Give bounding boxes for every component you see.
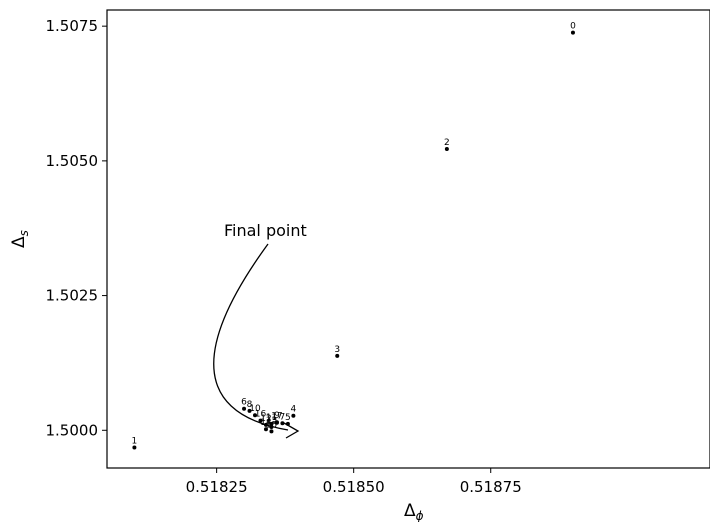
data-point-label: 0 — [570, 22, 576, 32]
data-point — [274, 420, 279, 425]
annotation-text: Final point — [224, 221, 307, 240]
x-tick-label: 0.51825 — [186, 478, 248, 496]
data-point — [253, 413, 258, 418]
final-point-annotation: Final point — [213, 221, 307, 439]
data-point — [335, 353, 340, 358]
x-tick-label: 0.51850 — [323, 478, 385, 496]
data-point-label: 6 — [241, 398, 247, 408]
data-point-label: 11 — [266, 413, 277, 423]
y-axis-label: Δs — [9, 230, 31, 248]
annotation-arrowhead — [283, 422, 300, 439]
annotation-arrow — [213, 243, 289, 431]
data-point — [242, 406, 247, 411]
data-point-label: 16 — [255, 410, 267, 420]
data-point-label: 3 — [334, 345, 340, 355]
data-point-label: 9 — [274, 411, 280, 421]
axis-ticks: 0.51825 0.51850 0.51875 1.5000 1.5025 1.5050 1… — [46, 17, 522, 496]
data-point — [269, 421, 274, 426]
data-point-label: 2 — [444, 138, 450, 148]
data-point-label: 10 — [249, 404, 261, 414]
data-point — [269, 429, 274, 434]
y-tick-label: 1.5050 — [46, 152, 99, 170]
data-point-label: 12 — [260, 414, 271, 424]
data-point-label: 4 — [291, 405, 297, 415]
data-point — [280, 421, 285, 426]
data-point — [444, 147, 449, 152]
data-point — [291, 413, 296, 418]
data-point — [247, 408, 252, 413]
y-tick-label: 1.5025 — [46, 287, 99, 305]
x-tick-label: 0.51875 — [460, 478, 522, 496]
data-point-label: 5 — [285, 413, 291, 423]
y-tick-label: 1.5075 — [46, 17, 99, 35]
data-point — [258, 418, 263, 423]
data-point-label: 17 — [271, 412, 282, 422]
data-point — [263, 427, 268, 432]
data-point — [570, 30, 575, 35]
data-point-label: 14 — [260, 418, 272, 428]
data-point-label: 7 — [280, 412, 286, 422]
data-point-label: 15 — [266, 420, 277, 430]
plot-area — [106, 9, 710, 469]
data-point-label: 1 — [132, 437, 138, 447]
y-tick-label: 1.5000 — [46, 421, 99, 439]
data-point — [132, 445, 137, 450]
data-point-label: 13 — [266, 416, 277, 426]
x-axis-label: Δϕ — [404, 501, 424, 522]
data-point-label: 8 — [247, 400, 253, 410]
